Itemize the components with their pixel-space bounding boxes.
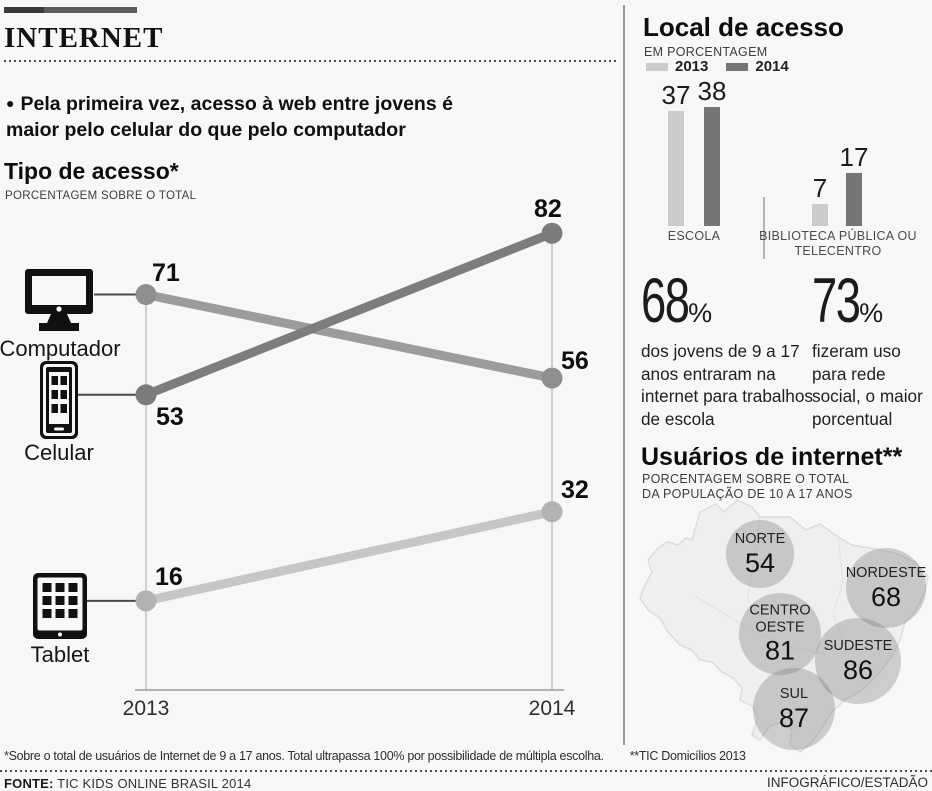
- source-row: FONTE: TIC KIDS ONLINE BRASIL 2014: [4, 776, 251, 791]
- value-label-celular-2013: 53: [156, 402, 184, 431]
- value-label-computador-2014: 56: [561, 347, 589, 376]
- slope-line-tablet: [145, 507, 553, 606]
- stat-value-68: 68: [641, 266, 690, 336]
- lead-paragraph: ● Pela primeira vez, acesso à web entre j…: [6, 92, 484, 143]
- masthead-bar: [4, 7, 137, 13]
- value-label-celular-2014: 82: [534, 195, 562, 224]
- region-value: 68: [870, 581, 902, 612]
- legend-swatch-2014: [726, 62, 749, 71]
- region-value: 81: [764, 636, 796, 666]
- region-label-centro-oeste: CENTRO OESTE 81: [736, 603, 824, 666]
- footnote-primary: *Sobre o total de usuários de Internet d…: [4, 749, 604, 763]
- stat-block-escola: 68% dos jovens de 9 a 17 anos entraram n…: [641, 266, 819, 431]
- series-label-computador: Computador: [0, 336, 121, 361]
- bar-2014-0: [704, 107, 720, 226]
- stat-unit-73: %: [859, 298, 884, 328]
- region-name: CENTRO OESTE: [749, 602, 811, 636]
- data-point-computador-2013: [135, 284, 157, 306]
- lead-text: Pela primeira vez, acesso à web entre jo…: [6, 93, 453, 141]
- data-point-celular-2013: [135, 384, 157, 406]
- bar-2014-1: [846, 172, 862, 226]
- slope-chart-subtitle: PORCENTAGEM SOBRE O TOTAL: [5, 190, 197, 202]
- region-name: NORTE: [734, 530, 786, 547]
- legend-swatch-2013: [646, 62, 668, 71]
- value-label-tablet-2014: 32: [561, 475, 589, 504]
- slope-chart-title: Tipo de acesso*: [4, 158, 179, 184]
- region-name: NORDESTE: [845, 564, 927, 581]
- region-name: SUL: [779, 685, 809, 702]
- legend-label-2014: 2014: [755, 58, 789, 75]
- category-label-biblioteca: BIBLIOTECA PÚBLICA OU TELECENTRO: [759, 229, 917, 258]
- map-title: Usuários de internet**: [641, 443, 903, 471]
- region-label-norte: NORTE 54: [716, 531, 804, 577]
- stat-unit-68: %: [688, 298, 713, 328]
- stat-text-escola: dos jovens de 9 a 17 anos entraram na in…: [641, 340, 813, 429]
- region-value: 87: [778, 702, 810, 733]
- axis-label-2013: 2013: [122, 697, 170, 720]
- bullet-icon: ●: [6, 95, 15, 111]
- bar-group-divider: [763, 197, 765, 259]
- section-title: INTERNET: [4, 22, 164, 54]
- bar-2013-0: [668, 110, 684, 226]
- region-label-nordeste: NORDESTE 68: [842, 565, 930, 611]
- region-label-sudeste: SUDESTE 86: [814, 638, 902, 684]
- data-point-tablet-2013: [135, 590, 157, 612]
- bar-value-2014-0: 38: [697, 76, 727, 107]
- region-value: 54: [744, 547, 776, 578]
- desktop-computer-icon: [25, 269, 93, 331]
- stat-value-73: 73: [812, 266, 861, 336]
- stat-block-rede-social: 73% fizeram uso para rede social, o maio…: [812, 266, 932, 431]
- source-text: TIC KIDS ONLINE BRASIL 2014: [57, 776, 252, 791]
- legend-item-2014: 2014: [726, 58, 789, 75]
- axis-label-2014: 2014: [528, 697, 576, 720]
- masthead-dotted-rule: [4, 60, 616, 62]
- footnote-secondary: **TIC Domicílios 2013: [629, 749, 746, 763]
- bar-chart-legend: 2013 2014: [646, 58, 789, 75]
- region-value: 86: [842, 654, 874, 685]
- region-label-sul: SUL 87: [750, 686, 838, 732]
- data-point-celular-2014: [541, 222, 563, 244]
- legend-item-2013: 2013: [646, 58, 708, 75]
- data-point-computador-2014: [541, 367, 563, 389]
- data-point-tablet-2014: [541, 501, 563, 523]
- series-label-celular: Celular: [24, 440, 94, 465]
- tablet-icon: [33, 573, 87, 639]
- stat-text-rede-social: fizeram uso para rede social, o maior po…: [812, 340, 923, 429]
- value-label-tablet-2013: 16: [155, 562, 183, 591]
- bar-chart-subtitle: EM PORCENTAGEM: [644, 45, 768, 59]
- map-subtitle-line2: DA POPULAÇÃO DE 10 A 17 ANOS: [642, 487, 853, 501]
- slope-line-computador: [145, 290, 553, 383]
- region-name: SUDESTE: [823, 637, 893, 654]
- source-label: FONTE:: [4, 776, 54, 791]
- panel-divider: [623, 5, 625, 745]
- category-label-escola: ESCOLA: [667, 229, 721, 243]
- slope-line-celular: [144, 229, 554, 399]
- footnotes-row: *Sobre o total de usuários de Internet d…: [4, 749, 746, 763]
- bar-chart-title: Local de acesso: [643, 12, 844, 42]
- footer-dotted-rule: [0, 770, 932, 772]
- bar-value-2013-1: 7: [812, 173, 828, 204]
- bar-value-2013-0: 37: [661, 79, 691, 110]
- map-subtitle-line1: PORCENTAGEM SOBRE O TOTAL: [642, 472, 850, 486]
- legend-label-2013: 2013: [675, 58, 709, 75]
- bar-value-2014-1: 17: [839, 141, 869, 172]
- value-label-computador-2013: 71: [152, 258, 180, 287]
- bar-2013-1: [812, 204, 828, 226]
- smartphone-icon: [40, 361, 78, 439]
- series-label-tablet: Tablet: [30, 642, 90, 667]
- credit-text: INFOGRÁFICO/ESTADÃO: [766, 775, 928, 790]
